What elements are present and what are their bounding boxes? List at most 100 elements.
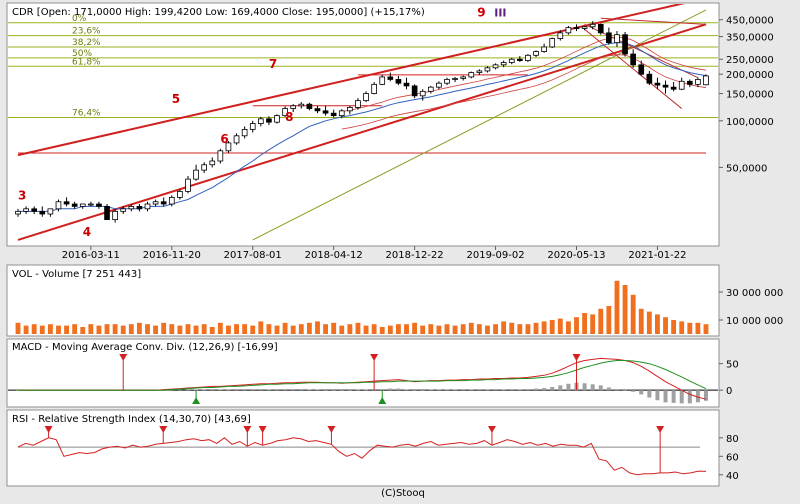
candle-body xyxy=(322,110,329,114)
volume-y-tick-label: 10 000 000 xyxy=(726,316,783,327)
volume-bar xyxy=(525,324,531,334)
macd-histogram-bar xyxy=(695,390,700,403)
candle-body xyxy=(630,53,636,66)
volume-bar xyxy=(56,325,61,334)
candle-body xyxy=(419,90,426,97)
volume-bar xyxy=(444,324,450,334)
sell-signal-marker-icon xyxy=(243,426,252,433)
candle-body xyxy=(144,203,151,210)
candle-body xyxy=(177,190,183,198)
candle-body xyxy=(152,201,159,205)
rsi-line xyxy=(17,437,707,476)
macd-histogram-bar xyxy=(598,385,603,391)
price-y-tick-label: 200,0000 xyxy=(726,70,774,81)
volume-bar xyxy=(598,308,604,334)
volume-bar xyxy=(120,325,126,334)
volume-bar xyxy=(663,317,668,334)
volume-bar xyxy=(185,324,191,334)
candle-body xyxy=(39,210,46,215)
volume-bar xyxy=(622,285,628,334)
price-y-tick-label: 250,0000 xyxy=(726,55,774,66)
candle-body xyxy=(257,118,264,124)
volume-bar xyxy=(347,324,353,334)
volume-title: VOL - Volume [7 251 443] xyxy=(12,269,141,280)
volume-bar xyxy=(112,324,118,334)
channel-band-line xyxy=(341,36,707,112)
sell-signal-marker-icon xyxy=(487,426,496,433)
volume-bar xyxy=(169,324,175,334)
channel-band-line xyxy=(341,54,707,130)
candle-body xyxy=(282,108,288,117)
macd-histogram-bar xyxy=(534,388,539,391)
price-x-tick-label: 2021-01-22 xyxy=(628,250,686,261)
volume-bar xyxy=(387,325,393,334)
candle-body xyxy=(670,86,677,90)
macd-histogram-bar xyxy=(210,389,215,391)
macd-histogram-bar xyxy=(347,390,352,391)
volume-bar xyxy=(541,321,547,334)
macd-histogram-bar xyxy=(663,390,668,403)
candle-body xyxy=(533,51,539,56)
candle-body xyxy=(476,70,483,73)
volume-bar xyxy=(646,311,652,334)
macd-histogram-bar xyxy=(275,389,280,391)
candle-body xyxy=(581,26,588,29)
macd-histogram-bar xyxy=(501,389,506,391)
volume-bar xyxy=(574,317,579,334)
candle-body xyxy=(363,93,369,102)
macd-histogram-bar xyxy=(283,389,288,391)
volume-bar xyxy=(193,325,199,334)
volume-bar xyxy=(671,320,677,334)
volume-bar xyxy=(379,327,385,334)
volume-bar xyxy=(468,322,474,334)
macd-histogram-bar xyxy=(453,389,458,391)
candle-body xyxy=(233,135,240,144)
price-x-tick-label: 2016-03-11 xyxy=(62,250,120,261)
wave-roman-marker-icon: III xyxy=(494,7,506,20)
volume-bar xyxy=(501,321,507,334)
macd-histogram-bar xyxy=(590,384,595,391)
macd-histogram-bar xyxy=(517,389,522,391)
volume-bar xyxy=(153,325,159,334)
wave-label: 5 xyxy=(172,92,180,106)
candle-body xyxy=(622,34,628,55)
volume-bar xyxy=(436,325,442,334)
candle-body xyxy=(160,201,167,205)
macd-histogram-bar xyxy=(469,389,474,391)
volume-bar xyxy=(104,324,110,334)
macd-histogram-bar xyxy=(388,388,393,391)
candle-body xyxy=(678,80,685,90)
volume-bar xyxy=(290,325,296,334)
sell-signal-marker-icon xyxy=(119,354,128,361)
macd-y-tick-label: 0 xyxy=(726,386,732,397)
macd-histogram-bar xyxy=(550,386,555,391)
candle-body xyxy=(557,32,564,39)
macd-histogram-bar xyxy=(614,389,619,391)
macd-histogram-bar xyxy=(194,389,199,391)
volume-bar xyxy=(226,325,231,334)
price-x-tick-label: 2016-11-20 xyxy=(143,250,201,261)
candle-body xyxy=(136,205,143,210)
macd-histogram-bar xyxy=(364,389,369,391)
candle-body xyxy=(573,27,580,30)
macd-histogram-bar xyxy=(558,385,563,391)
volume-bar xyxy=(679,321,685,334)
volume-bar xyxy=(201,324,207,334)
macd-signal-line xyxy=(18,360,707,391)
macd-histogram-bar xyxy=(355,389,360,391)
macd-histogram-bar xyxy=(461,389,466,391)
volume-bar xyxy=(557,318,563,334)
candle-body xyxy=(55,201,62,210)
volume-bar xyxy=(565,321,571,334)
volume-bar xyxy=(404,324,409,334)
macd-histogram-bar xyxy=(258,389,263,391)
candle-body xyxy=(468,72,475,78)
candle-body xyxy=(168,197,175,205)
candle-body xyxy=(225,142,232,152)
macd-histogram-bar xyxy=(266,389,271,391)
macd-histogram-bar xyxy=(671,390,676,403)
macd-y-tick-label: 50 xyxy=(726,360,739,371)
candle-body xyxy=(565,27,572,34)
candle-body xyxy=(63,201,70,205)
candle-body xyxy=(266,118,272,123)
